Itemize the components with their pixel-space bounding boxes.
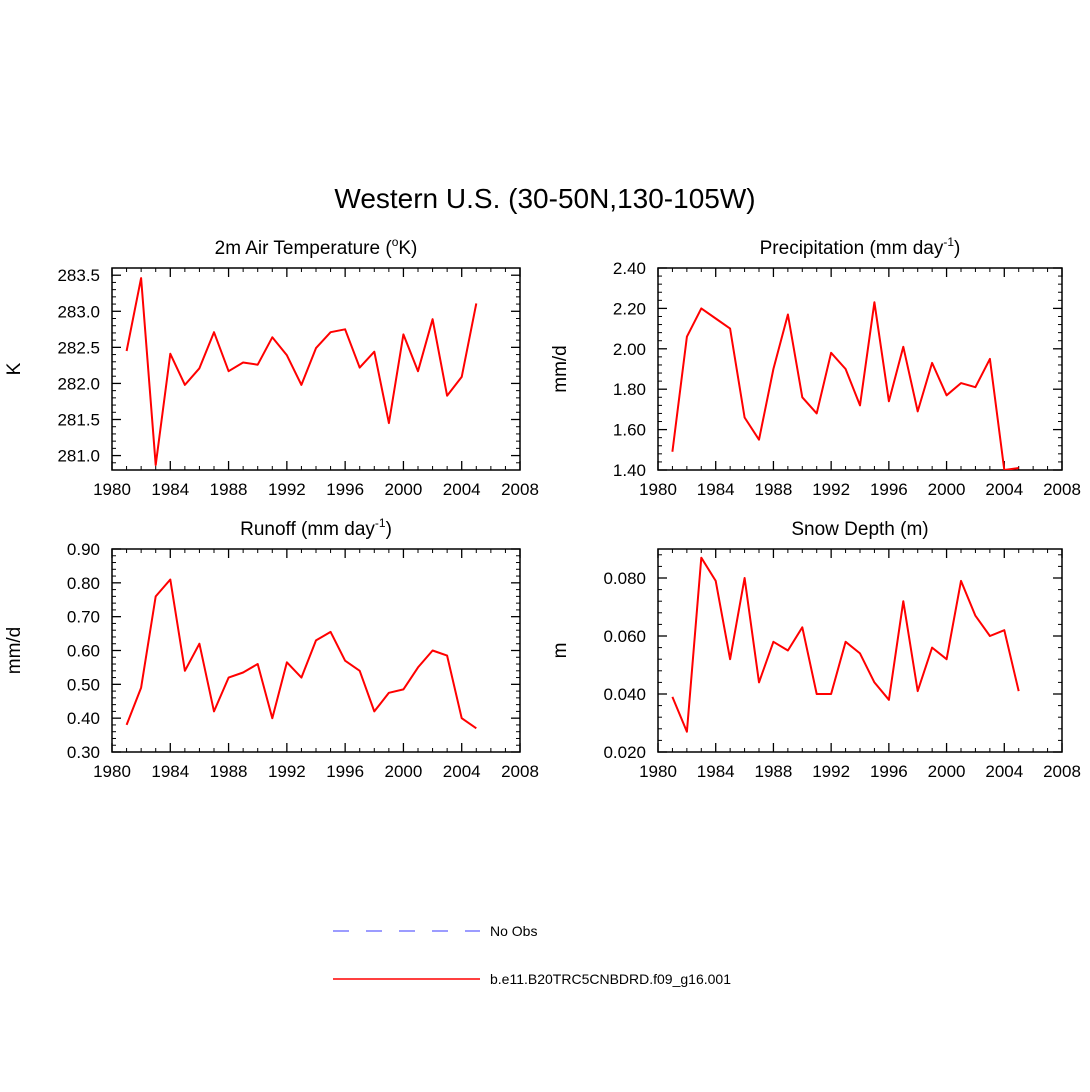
chart3-frame <box>657 548 1063 753</box>
chart2-ytick-label: 0.80 <box>67 574 100 593</box>
chart3-ytick-label: 0.080 <box>603 569 646 588</box>
chart3-xtick-label: 2000 <box>928 762 966 781</box>
chart1-xtick-label: 1996 <box>870 480 908 499</box>
chart3-xtick-label: 1988 <box>755 762 793 781</box>
chart1-ytick-label: 1.40 <box>613 461 646 480</box>
chart1-series-line <box>671 301 1019 470</box>
chart3-title: Snow Depth (m) <box>791 519 928 540</box>
chart0-xtick-label: 1988 <box>210 480 248 499</box>
panel-precipitation: 1980 1984 1988 1992 1996 2000 2004 2008 1.40 1.60… <box>550 235 1081 499</box>
chart0-ytick-label: 281.5 <box>57 411 100 430</box>
chart1-ytick-label: 2.20 <box>613 299 646 318</box>
chart2-ylabel: mm/d <box>4 627 25 675</box>
legend: No Obs b.e11.B20TRC5CNBDRD.f09_g16.001 <box>333 923 731 987</box>
chart1-xtick-label: 2000 <box>928 480 966 499</box>
chart0-series-line <box>125 277 478 466</box>
chart3-xtick-label: 2008 <box>1043 762 1081 781</box>
chart0-ylabel: K <box>4 362 25 375</box>
chart3-xtick-label: 2004 <box>985 762 1023 781</box>
chart2-xtick-label: 1980 <box>93 762 131 781</box>
legend-obs-label: No Obs <box>490 923 537 939</box>
chart0-ytick-label: 283.0 <box>57 302 100 321</box>
chart1-ytick-label: 2.40 <box>613 259 646 278</box>
chart2-ytick-label: 0.30 <box>67 743 100 762</box>
chart0-xtick-label: 1980 <box>93 480 131 499</box>
chart3-series-line <box>671 556 1020 733</box>
chart2-xtick-label: 1992 <box>268 762 306 781</box>
chart1-frame <box>657 267 1063 471</box>
chart2-ytick-label: 0.90 <box>67 540 100 559</box>
chart2-ytick-label: 0.50 <box>67 675 100 694</box>
chart3-ylabel: m <box>550 643 571 659</box>
chart0-xtick-label: 2000 <box>385 480 423 499</box>
chart3-ytick-label: 0.020 <box>603 743 646 762</box>
panel-snow-depth: 1980 1984 1988 1992 1996 2000 2004 2008 0.020 0.0… <box>550 519 1081 781</box>
chart0-xtick-label: 1992 <box>268 480 306 499</box>
chart1-xtick-label: 1980 <box>639 480 677 499</box>
chart2-title: Runoff (mm day-1) <box>240 516 392 540</box>
chart1-xtick-label: 2004 <box>985 480 1023 499</box>
chart2-ytick-label: 0.60 <box>67 642 100 661</box>
chart0-ytick-label: 283.5 <box>57 266 100 285</box>
chart2-xtick-label: 2004 <box>443 762 481 781</box>
chart1-xtick-label: 2008 <box>1043 480 1081 499</box>
chart1-xtick-label: 1988 <box>755 480 793 499</box>
chart2-xtick-label: 1996 <box>326 762 364 781</box>
chart3-xtick-label: 1992 <box>812 762 850 781</box>
figure-title: Western U.S. (30-50N,130-105W) <box>334 183 755 214</box>
chart2-ytick-label: 0.70 <box>67 608 100 627</box>
chart1-ytick-label: 1.60 <box>613 421 646 440</box>
legend-model-label: b.e11.B20TRC5CNBDRD.f09_g16.001 <box>490 971 731 987</box>
chart2-xtick-label: 2008 <box>501 762 539 781</box>
chart1-ylabel: mm/d <box>550 345 571 393</box>
chart0-xtick-label: 2008 <box>501 480 539 499</box>
chart2-series-line <box>125 578 477 730</box>
chart0-xtick-label: 1996 <box>326 480 364 499</box>
chart0-title: 2m Air Temperature (oK) <box>215 235 418 259</box>
chart0-frame <box>111 267 521 471</box>
chart0-ytick-label: 281.0 <box>57 447 100 466</box>
chart2-frame <box>111 548 521 753</box>
chart3-ytick-label: 0.040 <box>603 685 646 704</box>
chart0-ytick-label: 282.5 <box>57 338 100 357</box>
chart1-ytick-label: 2.00 <box>613 340 646 359</box>
chart2-xtick-label: 2000 <box>385 762 423 781</box>
chart2-xtick-label: 1984 <box>151 762 189 781</box>
chart1-ytick-label: 1.80 <box>613 380 646 399</box>
chart1-title: Precipitation (mm day-1) <box>760 235 961 259</box>
chart0-xtick-label: 2004 <box>443 480 481 499</box>
chart0-ytick-label: 282.0 <box>57 374 100 393</box>
chart1-xtick-label: 1992 <box>812 480 850 499</box>
chart2-ytick-label: 0.40 <box>67 709 100 728</box>
chart3-xtick-label: 1980 <box>639 762 677 781</box>
chart3-xtick-label: 1996 <box>870 762 908 781</box>
panel-temperature: 1980 1984 1988 1992 1996 2000 2004 2008 281.0 281… <box>4 235 539 499</box>
chart0-xtick-label: 1984 <box>151 480 189 499</box>
chart2-xtick-label: 1988 <box>210 762 248 781</box>
chart3-xtick-label: 1984 <box>697 762 735 781</box>
chart1-xtick-label: 1984 <box>697 480 735 499</box>
chart3-ytick-label: 0.060 <box>603 627 646 646</box>
panel-runoff: 1980 1984 1988 1992 1996 2000 2004 2008 0.30 0.40… <box>4 516 539 781</box>
